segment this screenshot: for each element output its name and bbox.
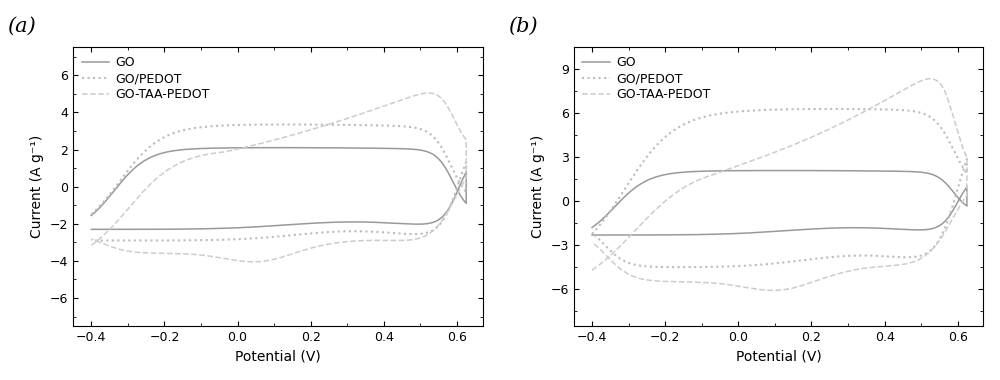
GO-TAA-PEDOT <box>85 237 97 241</box>
GO <box>399 222 411 226</box>
GO <box>189 226 201 231</box>
GO <box>379 220 391 225</box>
Line: GO/PEDOT: GO/PEDOT <box>592 109 967 267</box>
GO/PEDOT <box>900 255 912 260</box>
GO-TAA-PEDOT <box>767 288 779 293</box>
GO-TAA-PEDOT <box>188 252 200 257</box>
Y-axis label: Current (A g⁻¹): Current (A g⁻¹) <box>30 135 44 238</box>
GO/PEDOT <box>85 212 97 217</box>
GO <box>900 227 912 232</box>
GO-TAA-PEDOT <box>880 264 892 268</box>
GO-TAA-PEDOT <box>586 240 598 245</box>
Y-axis label: Current (A g⁻¹): Current (A g⁻¹) <box>531 135 545 238</box>
GO-TAA-PEDOT <box>399 238 411 242</box>
GO/PEDOT <box>189 238 201 242</box>
GO <box>131 163 143 168</box>
GO/PEDOT <box>586 231 598 236</box>
GO-TAA-PEDOT <box>586 268 598 272</box>
GO/PEDOT <box>266 235 278 239</box>
Text: (b): (b) <box>508 17 538 36</box>
Legend: GO, GO/PEDOT, GO-TAA-PEDOT: GO, GO/PEDOT, GO-TAA-PEDOT <box>580 54 713 104</box>
GO <box>357 220 369 224</box>
GO-TAA-PEDOT <box>131 196 143 200</box>
GO-TAA-PEDOT <box>924 76 936 81</box>
Line: GO: GO <box>592 171 967 235</box>
GO/PEDOT <box>586 232 598 236</box>
GO-TAA-PEDOT <box>85 243 97 247</box>
GO-TAA-PEDOT <box>858 266 870 271</box>
GO-TAA-PEDOT <box>357 238 369 243</box>
GO <box>858 225 870 230</box>
X-axis label: Potential (V): Potential (V) <box>235 349 321 363</box>
Line: GO/PEDOT: GO/PEDOT <box>91 125 466 241</box>
X-axis label: Potential (V): Potential (V) <box>736 349 821 363</box>
GO/PEDOT <box>672 265 684 269</box>
GO/PEDOT <box>689 265 701 269</box>
GO-TAA-PEDOT <box>266 258 278 262</box>
GO/PEDOT <box>858 253 870 258</box>
GO/PEDOT <box>632 166 644 171</box>
GO/PEDOT <box>131 157 143 162</box>
GO/PEDOT <box>379 230 391 235</box>
Text: (a): (a) <box>7 17 36 36</box>
GO <box>586 233 598 237</box>
GO <box>85 227 97 232</box>
GO/PEDOT <box>826 107 838 111</box>
GO <box>586 225 598 230</box>
GO/PEDOT <box>880 254 892 259</box>
GO <box>766 230 778 234</box>
GO <box>689 232 701 237</box>
GO-TAA-PEDOT <box>765 288 777 293</box>
GO/PEDOT <box>282 122 294 127</box>
GO-TAA-PEDOT <box>900 261 912 266</box>
GO-TAA-PEDOT <box>423 91 435 95</box>
GO <box>85 213 97 218</box>
GO/PEDOT <box>357 229 369 234</box>
GO <box>880 226 892 231</box>
GO <box>266 223 278 228</box>
GO-TAA-PEDOT <box>379 238 391 243</box>
GO <box>776 168 788 173</box>
GO <box>275 146 287 150</box>
Line: GO-TAA-PEDOT: GO-TAA-PEDOT <box>592 79 967 290</box>
GO/PEDOT <box>399 231 411 236</box>
GO/PEDOT <box>85 238 97 243</box>
Line: GO-TAA-PEDOT: GO-TAA-PEDOT <box>91 93 466 262</box>
GO <box>632 184 644 188</box>
Legend: GO, GO/PEDOT, GO-TAA-PEDOT: GO, GO/PEDOT, GO-TAA-PEDOT <box>79 54 212 104</box>
GO-TAA-PEDOT <box>632 225 644 230</box>
Line: GO: GO <box>91 148 466 230</box>
GO/PEDOT <box>766 261 778 266</box>
GO-TAA-PEDOT <box>688 280 700 285</box>
GO-TAA-PEDOT <box>248 260 260 264</box>
